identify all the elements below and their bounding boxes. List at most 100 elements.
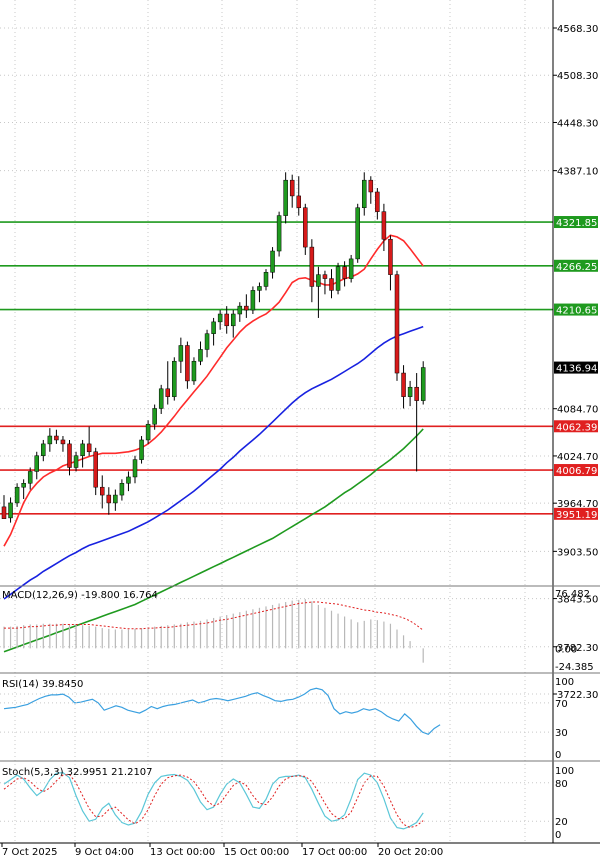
candle [388, 235, 393, 291]
candle-body [165, 388, 170, 397]
level-price-badge [554, 507, 598, 520]
candle-body [100, 486, 105, 496]
candle [86, 426, 92, 456]
price-axis[interactable]: 4568.30 4508.30 4448.30 4387.10 4084.70 4024.… [553, 24, 598, 841]
support-resistance-lines [0, 221, 553, 515]
time-tick-label: 9 Oct 04:00 [75, 847, 134, 857]
candle [158, 384, 164, 414]
candle [303, 203, 308, 255]
stoch-tick-label: 20 [555, 817, 568, 828]
candle-body [178, 345, 184, 362]
rsi-tick-label: 70 [555, 699, 568, 710]
candle-body [348, 258, 354, 279]
candle-body [270, 250, 275, 273]
macd-label: MACD(12,26,9) -19.800 16.764 [2, 590, 158, 601]
chart-grid [0, 0, 552, 842]
candle [283, 172, 288, 224]
candle-body [394, 274, 400, 374]
candle-body [158, 388, 164, 409]
level-price-label: 4321.85 [556, 218, 597, 229]
candle [401, 365, 406, 409]
candle-body [375, 191, 380, 212]
time-tick-label: 20 Oct 20:00 [378, 847, 443, 857]
candle [14, 483, 20, 507]
candle [198, 341, 203, 366]
time-tick-label: 7 Oct 2025 [2, 847, 57, 857]
candle-body [119, 483, 125, 496]
candle [204, 329, 210, 358]
candle [60, 436, 66, 452]
candle-body [231, 313, 236, 327]
price-tick-label: 3722.30 [557, 690, 598, 701]
candle-body [14, 486, 20, 504]
candle-body [34, 455, 39, 472]
candle [67, 439, 72, 476]
candle-body [257, 286, 262, 291]
rsi-label: RSI(14) 39.8450 [2, 679, 83, 690]
candle-body [217, 313, 223, 323]
stoch-main-line [3, 771, 424, 830]
ma-red-line [3, 234, 424, 547]
candle-body [60, 439, 66, 445]
candle [309, 239, 315, 303]
time-tick-label: 13 Oct 00:00 [150, 847, 215, 857]
price-tick-label: 4568.30 [557, 24, 598, 35]
stoch-signal-line [3, 773, 424, 829]
candle [93, 447, 98, 496]
stoch-tick-label: 0 [555, 830, 561, 841]
candle [420, 361, 426, 405]
candle-body [21, 483, 26, 488]
candle [414, 373, 419, 472]
candle [329, 269, 334, 299]
candle-body [27, 471, 33, 484]
candle [375, 188, 380, 220]
candle [27, 467, 33, 490]
level-price-label: 3951.19 [556, 510, 597, 521]
candle [381, 203, 387, 252]
candle-body [54, 435, 59, 441]
candle [165, 361, 170, 405]
candle [73, 451, 79, 472]
candle [342, 261, 347, 287]
candle [322, 270, 328, 295]
candle [41, 439, 46, 462]
candle-body [145, 423, 151, 441]
macd-tick-label: 76.482 [555, 589, 590, 600]
candle-body [244, 305, 249, 311]
time-axis[interactable]: 7 Oct 2025 9 Oct 04:00 13 Oct 00:00 15 Oct … [1, 843, 443, 857]
candle-body [47, 435, 53, 445]
candle [119, 479, 125, 501]
level-price-label: 4266.25 [556, 262, 597, 273]
current-price-label: 4136.94 [556, 364, 597, 375]
candle [172, 357, 177, 401]
rsi-tick-label: 0 [555, 750, 561, 761]
candle-body [41, 443, 46, 456]
candle [217, 310, 223, 330]
candle-body [289, 179, 295, 197]
level-price-label: 4006.79 [556, 466, 597, 477]
stoch-tick-label: 100 [555, 766, 574, 777]
candle-body [237, 305, 243, 315]
rsi-tick-label: 30 [555, 728, 568, 739]
candle [335, 262, 341, 295]
candle-body [1, 506, 7, 519]
price-tick-label: 4508.30 [557, 71, 598, 82]
current-price-badge [554, 361, 598, 374]
candle-body [414, 386, 419, 401]
level-price-badge [554, 464, 598, 477]
time-tick-label: 17 Oct 00:00 [302, 847, 367, 857]
candle-body [172, 360, 177, 397]
candle-body [362, 179, 367, 208]
candle [113, 489, 118, 511]
candle-body [420, 367, 426, 401]
candle-body [80, 443, 85, 456]
candle-body [152, 408, 157, 425]
candle-body [211, 321, 216, 334]
stoch-label: Stoch(5,3,3) 32.9951 21.2107 [2, 767, 153, 778]
candle [47, 428, 53, 452]
candle-body [335, 266, 341, 291]
candle-body [132, 459, 138, 478]
price-tick-label: 4024.70 [557, 452, 598, 463]
